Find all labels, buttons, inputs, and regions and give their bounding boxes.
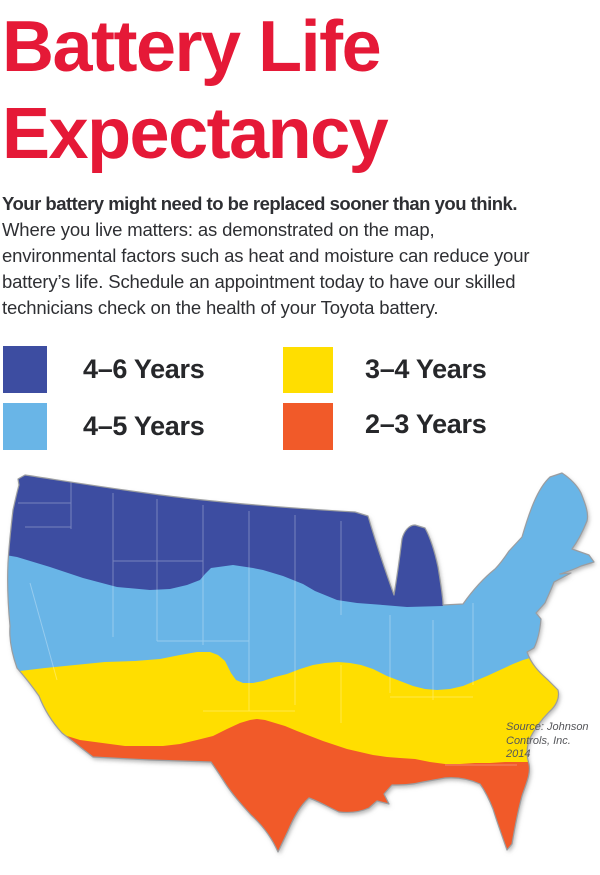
- intro-line: battery’s life. Schedule an appointment …: [2, 271, 516, 292]
- intro-bold-sentence: Your battery might need to be replaced s…: [2, 193, 517, 214]
- legend-label-2-3-years: 2–3 Years: [365, 409, 487, 439]
- legend-swatch-3-4-years: [283, 347, 333, 393]
- source-note-line: Source: Johnson: [506, 721, 589, 733]
- legend-label-3-4-years: 3–4 Years: [365, 354, 487, 384]
- map-coastline-outline: [7, 472, 595, 853]
- page-title: Battery Life Expectancy: [2, 4, 389, 178]
- source-note-line: 2014: [506, 748, 531, 760]
- us-map: [7, 472, 595, 853]
- legend-label-4-6-years: 4–6 Years: [83, 354, 205, 384]
- legend-swatch-4-6-years: [3, 346, 47, 393]
- intro-line: environmental factors such as heat and m…: [2, 245, 530, 266]
- legend-label-4-5-years: 4–5 Years: [83, 411, 205, 441]
- map-state-lines: [18, 479, 517, 766]
- source-note-line: Controls, Inc.: [506, 734, 571, 747]
- intro-line: technicians check on the health of your …: [2, 297, 439, 318]
- source-note: Source: Johnson Controls, Inc. 2014: [506, 721, 596, 762]
- legend-swatch-4-5-years: [3, 403, 47, 450]
- page-title-line2: Expectancy: [2, 94, 389, 174]
- page-title-line1: Battery Life: [2, 7, 382, 87]
- us-map-container: [5, 465, 600, 867]
- legend-swatch-2-3-years: [283, 403, 333, 450]
- intro-line: Where you live matters: as demonstrated …: [2, 219, 435, 240]
- intro-paragraph: Your battery might need to be replaced s…: [2, 191, 529, 321]
